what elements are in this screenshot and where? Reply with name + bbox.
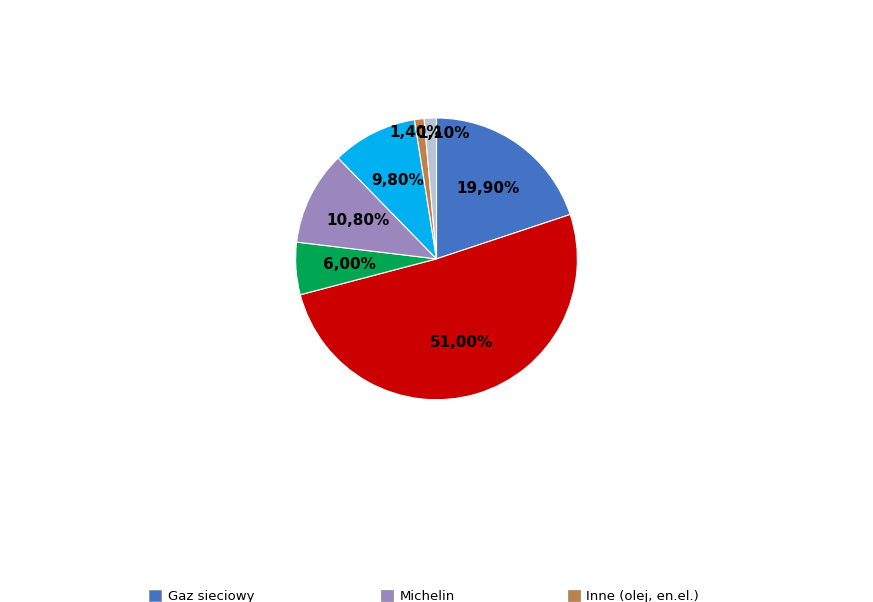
Text: 19,90%: 19,90% [456,181,519,196]
Wedge shape [297,158,436,259]
Wedge shape [296,242,436,295]
Text: 10,80%: 10,80% [327,213,390,228]
Text: 6,00%: 6,00% [323,258,375,272]
Wedge shape [300,214,577,400]
Wedge shape [415,119,436,259]
Legend: Gaz sieciowy, Miejski system cieplowniczy, S.C. SM Pojezierze, Michelin, Ogrzewa: Gaz sieciowy, Miejski system cieplownicz… [142,583,731,602]
Wedge shape [436,118,570,259]
Text: 1,40%: 1,40% [389,125,443,140]
Wedge shape [338,120,436,259]
Text: 51,00%: 51,00% [430,335,493,350]
Text: 1,10%: 1,10% [417,126,470,140]
Wedge shape [424,118,436,259]
Text: 9,80%: 9,80% [371,173,423,188]
